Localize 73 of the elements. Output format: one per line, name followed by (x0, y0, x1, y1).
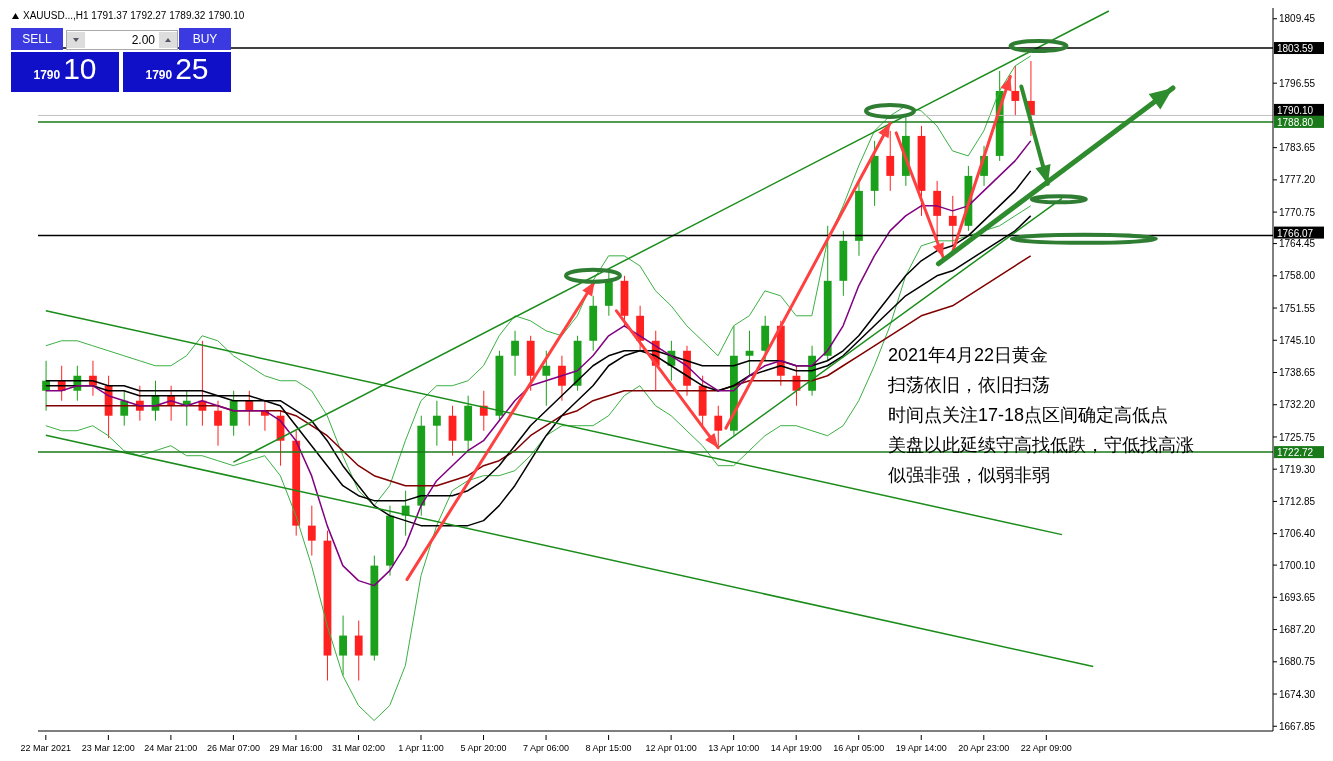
y-tick-label: 1745.10 (1279, 334, 1316, 346)
candlestick (307, 505, 316, 557)
chart-title: XAUUSD...,H1 1791.37 1792.27 1789.32 1790.10 (23, 10, 245, 21)
x-tick-label: 12 Apr 01:00 (645, 743, 697, 753)
annotation: 25 (175, 52, 209, 86)
candlestick (339, 615, 347, 677)
x-tick-label: 23 Mar 12:00 (81, 743, 135, 753)
x-tick-label: 19 Apr 14:00 (895, 743, 947, 753)
x-tick-label: 7 Apr 06:00 (523, 743, 570, 753)
x-tick-label: 5 Apr 20:00 (460, 743, 507, 753)
y-tick-label: 1687.20 (1279, 624, 1316, 636)
x-tick-label: 14 Apr 19:00 (770, 743, 822, 753)
x-tick-label: 16 Apr 05:00 (833, 743, 885, 753)
x-tick-label: 8 Apr 15:00 (585, 743, 632, 753)
y-tick-label: 1758.00 (1279, 270, 1316, 282)
x-tick-label: 22 Apr 09:00 (1020, 743, 1072, 753)
annotation: BUY (179, 28, 231, 50)
y-tick-label: 1719.30 (1279, 463, 1316, 475)
y-tick-label: 1725.75 (1279, 431, 1316, 443)
y-tick-label: 1706.40 (1279, 528, 1316, 540)
candlestick (542, 350, 551, 407)
candlestick (948, 195, 957, 247)
ref-line-label: 1766.07 (1277, 227, 1314, 239)
candlestick (135, 385, 144, 422)
y-tick-label: 1796.55 (1279, 77, 1316, 89)
x-tick-label: 26 Mar 07:00 (206, 743, 260, 753)
annotation: 美盘以此延续守高找低跌，守低找高涨 (888, 434, 1194, 457)
y-tick-label: 1770.75 (1279, 206, 1316, 218)
ref-line-label: 1722.72 (1277, 447, 1314, 459)
annotation: 时间点关注17-18点区间确定高低点 (888, 404, 1170, 427)
candlestick (245, 390, 254, 427)
x-tick-label: 31 Mar 02:00 (331, 743, 385, 753)
ref-line-label: 1803.59 (1277, 43, 1314, 55)
annotation: 2.00 (130, 33, 156, 47)
candlestick (120, 390, 129, 427)
candlestick (1011, 65, 1020, 117)
candlestick (354, 620, 363, 682)
y-tick-label: 1680.75 (1279, 656, 1316, 668)
annotation: 2021年4月22日黄金 (888, 344, 1050, 367)
candlestick (42, 360, 50, 412)
y-tick-label: 1712.85 (1279, 495, 1316, 507)
annotation: 1790 (145, 68, 173, 82)
annotation: 10 (63, 52, 97, 86)
ref-line-label: 1790.10 (1277, 104, 1314, 116)
candlestick (714, 405, 723, 447)
x-tick-label: 22 Mar 2021 (20, 743, 72, 753)
annotation: SELL (11, 28, 63, 50)
y-tick-label: 1777.20 (1279, 174, 1316, 186)
y-tick-label: 1764.45 (1279, 238, 1316, 250)
y-tick-label: 1732.20 (1279, 399, 1316, 411)
candlestick (886, 130, 895, 192)
x-tick-label: 13 Apr 10:00 (708, 743, 760, 753)
candlestick (511, 330, 519, 377)
annotation: 扫荡依旧，依旧扫荡 (888, 374, 1051, 397)
x-tick-label: 1 Apr 11:00 (398, 743, 444, 753)
y-tick-label: 1674.30 (1279, 688, 1316, 700)
y-tick-label: 1693.65 (1279, 591, 1316, 603)
y-tick-label: 1783.65 (1279, 142, 1316, 154)
x-tick-label: 20 Apr 23:00 (958, 743, 1010, 753)
x-tick-label: 24 Mar 21:00 (144, 743, 198, 753)
y-tick-label: 1700.10 (1279, 559, 1316, 571)
candlestick (558, 355, 566, 402)
x-tick-label: 29 Mar 16:00 (269, 743, 323, 753)
y-tick-label: 1667.85 (1279, 720, 1316, 732)
y-tick-label: 1809.45 (1279, 13, 1316, 25)
candlestick (214, 400, 222, 447)
annotation: 1790 (33, 68, 61, 82)
annotation: 似强非强，似弱非弱 (888, 464, 1051, 487)
candlestick (745, 330, 754, 377)
y-tick-label: 1751.55 (1279, 302, 1316, 314)
ref-line-label: 1788.80 (1277, 116, 1314, 128)
candlestick (432, 400, 441, 447)
y-tick-label: 1738.65 (1279, 367, 1316, 379)
